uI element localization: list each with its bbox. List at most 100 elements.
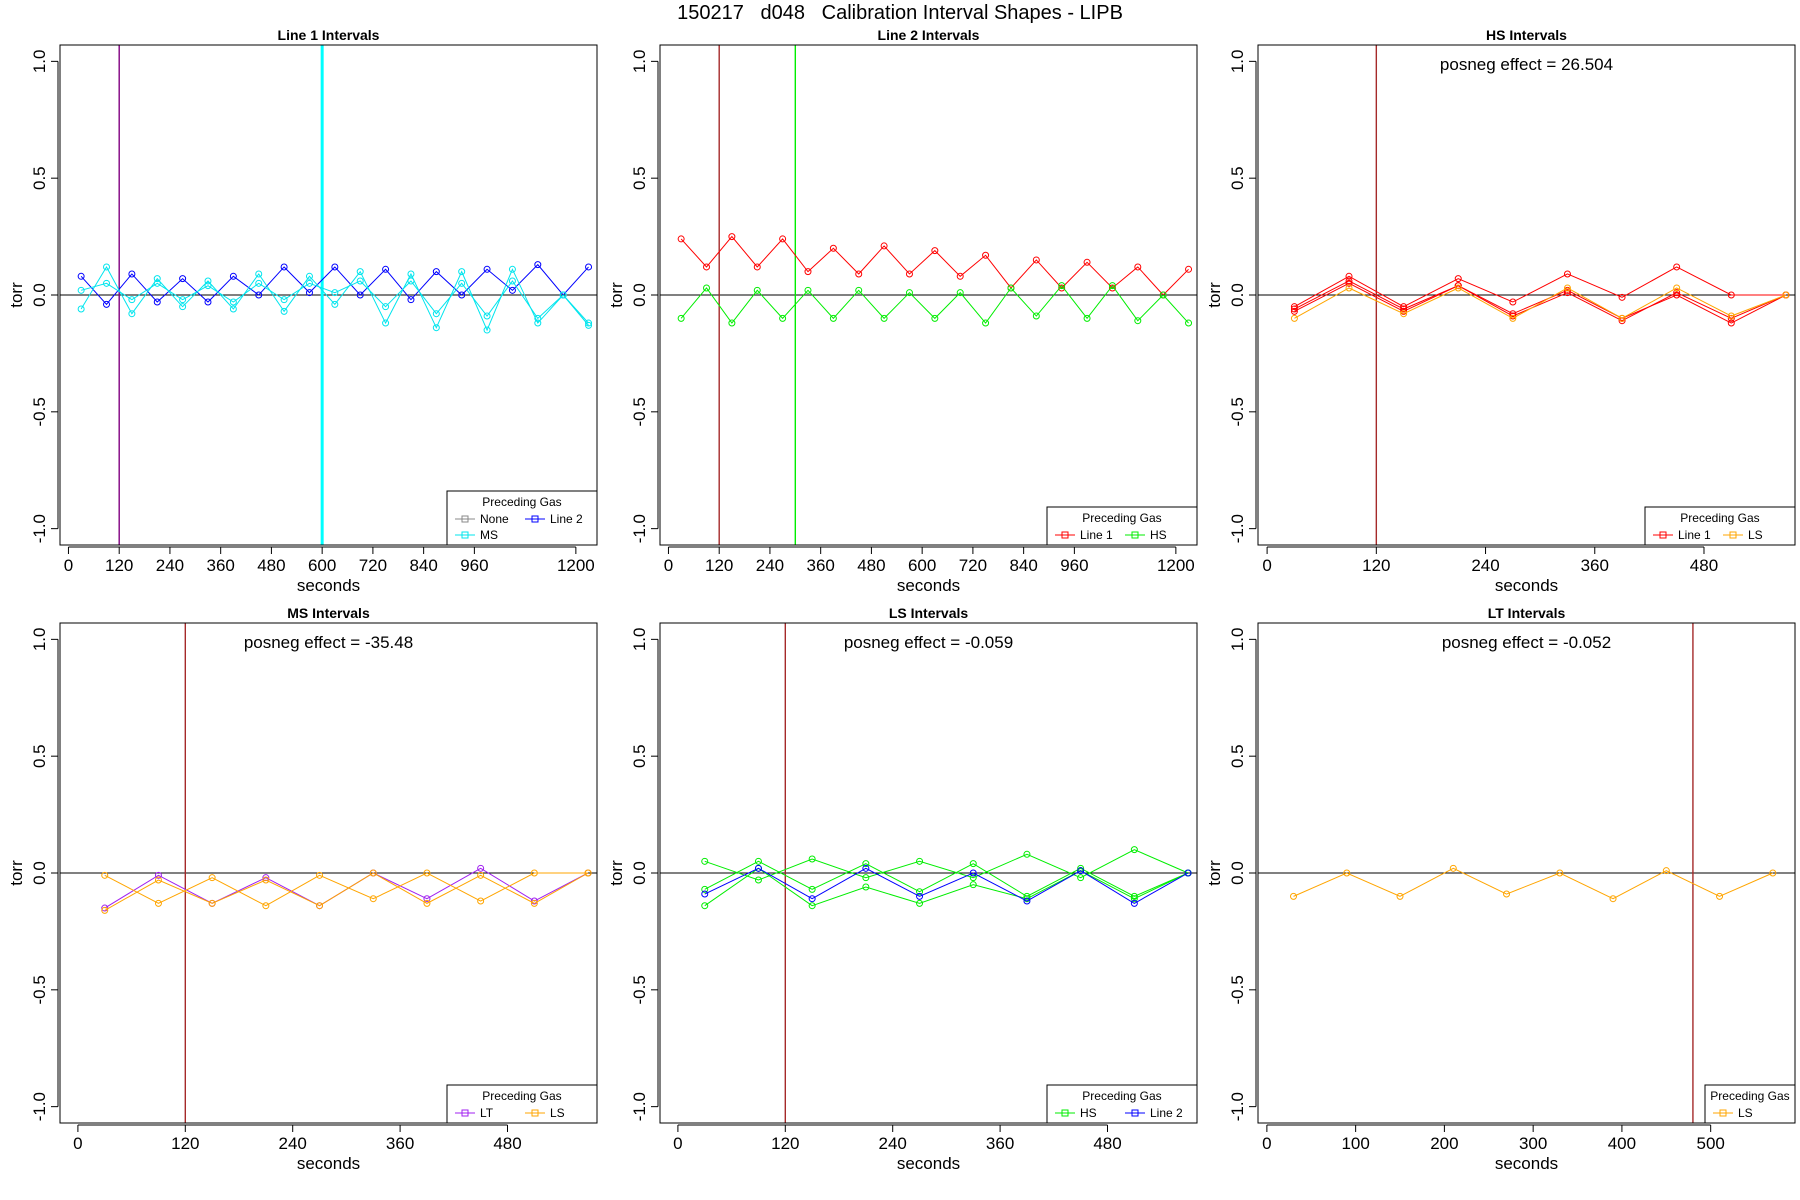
data-point [77,286,85,294]
plot-frame [659,44,1198,546]
chart-title: Line 1 Intervals [278,27,380,43]
data-point [931,247,939,255]
y-tick-label: 1.0 [1228,628,1247,652]
posneg-annotation: posneg effect = -35.48 [244,633,413,652]
data-point [477,897,485,905]
data-point [280,263,288,271]
series-line-hs [704,860,1189,897]
x-tick-label: 0 [73,1134,82,1153]
data-point [1509,312,1517,320]
x-tick-label: 360 [206,556,234,575]
x-tick-label: 500 [1696,1134,1724,1153]
x-axis-label: seconds [897,1154,960,1173]
chart-panel-4: MS Intervals 0 120 240 360 480 seconds -1.0 -0.5… [7,605,598,1173]
series-line-line-1 [1294,282,1787,322]
legend-entry-label: LS [1748,528,1763,542]
data-point [701,857,709,865]
legend-swatch-marker [1659,531,1667,539]
y-tick-label: -0.5 [1228,975,1247,1004]
data-point [103,263,111,271]
data-point [305,279,313,287]
data-point [1662,867,1670,875]
data-point [477,864,485,872]
x-axis-label: seconds [297,1154,360,1173]
y-tick-label: 0.0 [630,861,649,885]
data-point [204,298,212,306]
y-tick-label: 0.0 [630,283,649,307]
data-point [1290,307,1298,315]
y-tick-label: -0.5 [1228,397,1247,426]
data-point [382,303,390,311]
data-point [508,286,516,294]
data-point [179,303,187,311]
legend-entry-label: LS [550,1106,565,1120]
data-point [154,871,162,879]
data-point [1032,256,1040,264]
data-point [101,906,109,914]
x-tick-label: 0 [1262,1134,1271,1153]
data-point [262,876,270,884]
chart-panel-6: LT Intervals 0 100 200 300 400 500 seconds -1.0 -… [1205,605,1796,1173]
data-point [1673,291,1681,299]
data-point [530,899,538,907]
chart-title: HS Intervals [1486,27,1567,43]
y-tick-label: -1.0 [630,514,649,543]
data-point [432,310,440,318]
legend-swatch-marker [1131,1109,1139,1117]
chart-title: LS Intervals [889,605,969,621]
data-point [280,296,288,304]
data-point [956,289,964,297]
series-line-hs [704,867,1189,907]
x-tick-label: 600 [908,556,936,575]
data-point [1400,303,1408,311]
y-tick-label: -1.0 [1228,514,1247,543]
x-tick-label: 120 [171,1134,199,1153]
data-point [754,857,762,865]
data-point [1134,317,1142,325]
data-point [1673,284,1681,292]
data-point [1618,317,1626,325]
y-tick-label: -1.0 [1228,1092,1247,1121]
data-point [1727,314,1735,322]
x-tick-label: 840 [1009,556,1037,575]
data-point [1727,319,1735,327]
plot-frame [59,44,598,546]
x-tick-label: 0 [664,556,673,575]
data-point [101,904,109,912]
series-line-line-2 [704,867,1189,904]
x-tick-label: 360 [806,556,834,575]
series-line-hs [680,284,1189,324]
legend-title: Preceding Gas [482,495,561,509]
data-point [1345,277,1353,285]
data-point [1556,869,1564,877]
legend-entry-label: HS [1080,1106,1097,1120]
y-tick-label: -0.5 [30,975,49,1004]
data-point [1727,312,1735,320]
data-point [305,289,313,297]
data-point [208,874,216,882]
data-point [808,885,816,893]
y-tick-label: -0.5 [630,975,649,1004]
legend-title: Preceding Gas [1082,511,1161,525]
chart-title: MS Intervals [287,605,370,621]
data-point [356,277,364,285]
y-tick-label: 0.0 [30,283,49,307]
data-point [862,864,870,872]
data-point [1290,314,1298,322]
series-line-ls [1294,287,1787,319]
data-point [1345,279,1353,287]
data-point [969,874,977,882]
data-point [754,864,762,872]
plot-frame [59,622,598,1124]
legend-swatch-marker [461,515,469,523]
y-axis-label: torr [7,282,26,308]
legend-title: Preceding Gas [1710,1089,1789,1103]
x-tick-label: 0 [673,1134,682,1153]
data-point [77,305,85,313]
series-line-ms [81,280,589,326]
data-point [369,869,377,877]
legend-box [446,490,598,546]
data-point [1673,263,1681,271]
data-point [677,314,685,322]
